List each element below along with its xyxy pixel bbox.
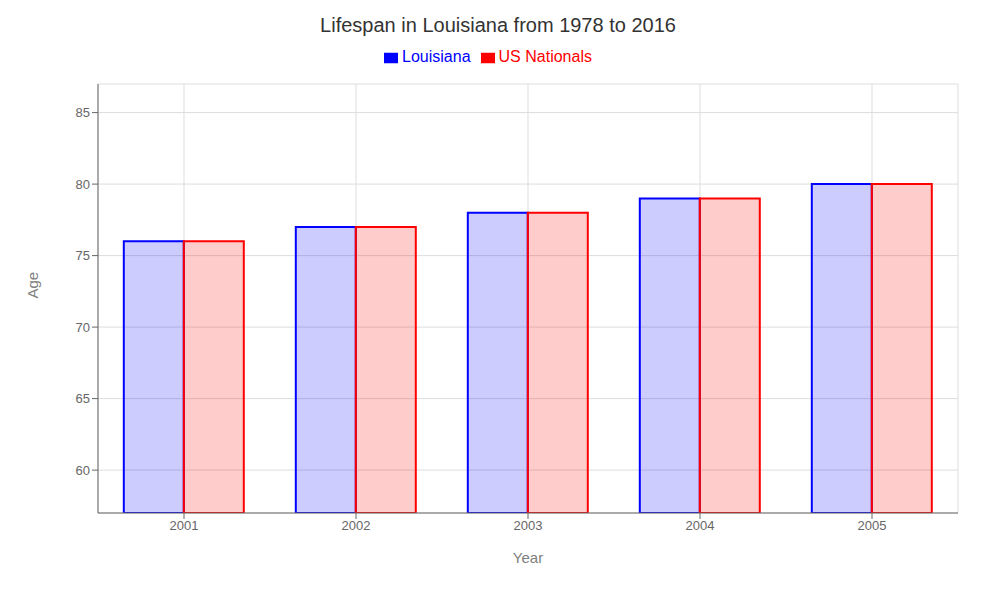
svg-text:75: 75 — [76, 248, 90, 263]
svg-text:2003: 2003 — [514, 518, 543, 533]
svg-text:Age: Age — [24, 272, 41, 299]
svg-text:2005: 2005 — [858, 518, 887, 533]
svg-text:60: 60 — [76, 463, 90, 478]
svg-text:2001: 2001 — [170, 518, 199, 533]
svg-text:2004: 2004 — [686, 518, 715, 533]
svg-text:85: 85 — [76, 105, 90, 120]
html-text:Louisiana: Louisiana — [402, 48, 471, 65]
html-text:Lifespan in Louisiana from 197: Lifespan in Louisiana from 1978 to 2016 — [320, 14, 676, 36]
svg-text:Year: Year — [513, 549, 543, 566]
svg-text:70: 70 — [76, 320, 90, 335]
svg-text:65: 65 — [76, 391, 90, 406]
html-text:US Nationals: US Nationals — [498, 48, 592, 65]
svg-text:2002: 2002 — [342, 518, 371, 533]
svg-text:80: 80 — [76, 177, 90, 192]
